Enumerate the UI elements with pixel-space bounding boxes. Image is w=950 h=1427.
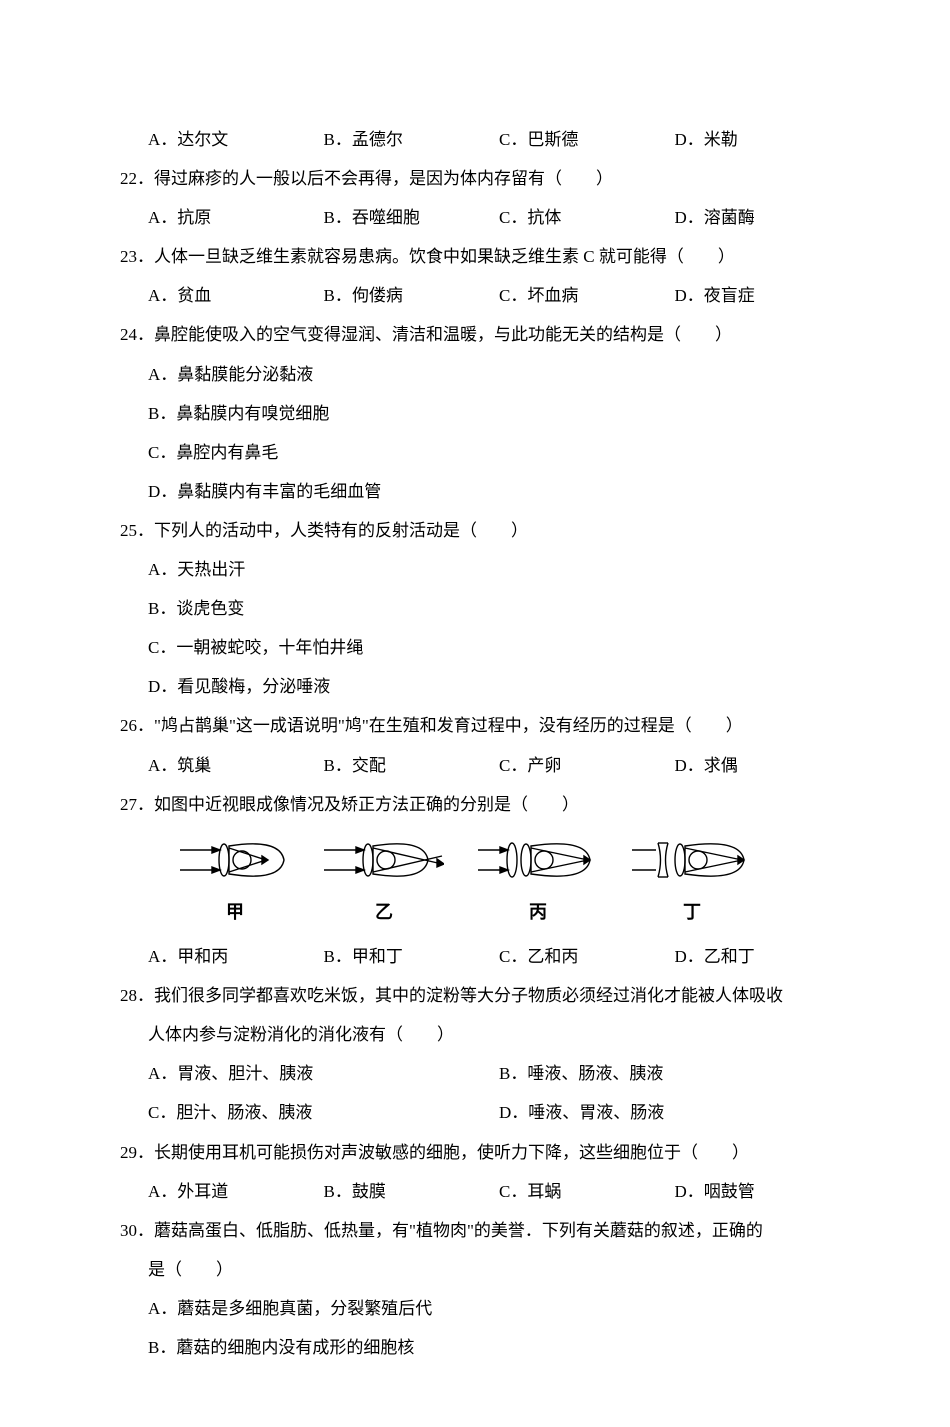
q24-opt-a: A．鼻黏膜能分泌黏液 xyxy=(120,355,850,394)
diagram-ding: 丁 xyxy=(632,834,752,933)
q29-opt-d: D．咽鼓管 xyxy=(675,1172,851,1211)
label-yi: 乙 xyxy=(375,892,393,933)
diagram-bing: 丙 xyxy=(478,834,598,933)
q25-opt-b: B．谈虎色变 xyxy=(120,589,850,628)
q28-stem1: 28．我们很多同学都喜欢吃米饭，其中的淀粉等大分子物质必须经过消化才能被人体吸收 xyxy=(120,976,850,1015)
q25-stem: 25．下列人的活动中，人类特有的反射活动是（ ） xyxy=(120,511,850,550)
q22-options: A．抗原 B．吞噬细胞 C．抗体 D．溶菌酶 xyxy=(120,198,850,237)
label-jia: 甲 xyxy=(226,892,244,933)
q30-stem2: 是（ ） xyxy=(120,1250,850,1289)
q22-opt-d: D．溶菌酶 xyxy=(675,198,851,237)
q23-options: A．贫血 B．佝偻病 C．坏血病 D．夜盲症 xyxy=(120,276,850,315)
q27-opt-b: B．甲和丁 xyxy=(324,937,500,976)
q24-opt-b: B．鼻黏膜内有嗅觉细胞 xyxy=(120,394,850,433)
q26-opt-a: A．筑巢 xyxy=(148,746,324,785)
q28-options-1: A．胃液、胆汁、胰液 B．唾液、肠液、胰液 xyxy=(120,1054,850,1093)
diagram-yi: 乙 xyxy=(324,834,444,933)
q25-opt-d: D．看见酸梅，分泌唾液 xyxy=(120,667,850,706)
q22-stem: 22．得过麻疹的人一般以后不会再得，是因为体内存留有（ ） xyxy=(120,159,850,198)
q29-opt-a: A．外耳道 xyxy=(148,1172,324,1211)
q29-stem: 29．长期使用耳机可能损伤对声波敏感的细胞，使听力下降，这些细胞位于（ ） xyxy=(120,1133,850,1172)
q27-figure: 甲 乙 xyxy=(120,834,850,933)
label-ding: 丁 xyxy=(683,892,701,933)
q28-opt-a: A．胃液、胆汁、胰液 xyxy=(148,1054,499,1093)
label-bing: 丙 xyxy=(529,892,547,933)
q28-opt-c: C．胆汁、肠液、胰液 xyxy=(148,1093,499,1132)
diagram-jia: 甲 xyxy=(180,834,290,933)
q21-opt-a: A．达尔文 xyxy=(148,120,324,159)
q22-opt-b: B．吞噬细胞 xyxy=(324,198,500,237)
q27-opt-d: D．乙和丁 xyxy=(675,937,851,976)
q28-stem2: 人体内参与淀粉消化的消化液有（ ） xyxy=(120,1015,850,1054)
q28-opt-d: D．唾液、胃液、肠液 xyxy=(499,1093,850,1132)
q23-opt-a: A．贫血 xyxy=(148,276,324,315)
q22-opt-a: A．抗原 xyxy=(148,198,324,237)
q23-stem: 23．人体一旦缺乏维生素就容易患病。饮食中如果缺乏维生素 C 就可能得（ ） xyxy=(120,237,850,276)
q24-stem: 24．鼻腔能使吸入的空气变得湿润、清洁和温暖，与此功能无关的结构是（ ） xyxy=(120,315,850,354)
q25-opt-c: C．一朝被蛇咬，十年怕井绳 xyxy=(120,628,850,667)
q25-opt-a: A．天热出汗 xyxy=(120,550,850,589)
q30-opt-b: B．蘑菇的细胞内没有成形的细胞核 xyxy=(120,1328,850,1367)
q27-opt-a: A．甲和丙 xyxy=(148,937,324,976)
q24-opt-c: C．鼻腔内有鼻毛 xyxy=(120,433,850,472)
q23-opt-c: C．坏血病 xyxy=(499,276,675,315)
q26-opt-c: C．产卵 xyxy=(499,746,675,785)
q28-options-2: C．胆汁、肠液、胰液 D．唾液、胃液、肠液 xyxy=(120,1093,850,1132)
q21-opt-d: D．米勒 xyxy=(675,120,851,159)
q27-opt-c: C．乙和丙 xyxy=(499,937,675,976)
q26-stem: 26．"鸠占鹊巢"这一成语说明"鸠"在生殖和发育过程中，没有经历的过程是（ ） xyxy=(120,706,850,745)
q26-opt-d: D．求偶 xyxy=(675,746,851,785)
q29-opt-c: C．耳蜗 xyxy=(499,1172,675,1211)
q22-opt-c: C．抗体 xyxy=(499,198,675,237)
q27-stem: 27．如图中近视眼成像情况及矫正方法正确的分别是（ ） xyxy=(120,785,850,824)
q29-options: A．外耳道 B．鼓膜 C．耳蜗 D．咽鼓管 xyxy=(120,1172,850,1211)
q24-opt-d: D．鼻黏膜内有丰富的毛细血管 xyxy=(120,472,850,511)
q29-opt-b: B．鼓膜 xyxy=(324,1172,500,1211)
q21-opt-c: C．巴斯德 xyxy=(499,120,675,159)
q21-options: A．达尔文 B．孟德尔 C．巴斯德 D．米勒 xyxy=(120,120,850,159)
q21-opt-b: B．孟德尔 xyxy=(324,120,500,159)
q27-options: A．甲和丙 B．甲和丁 C．乙和丙 D．乙和丁 xyxy=(120,937,850,976)
q23-opt-b: B．佝偻病 xyxy=(324,276,500,315)
q23-opt-d: D．夜盲症 xyxy=(675,276,851,315)
q28-opt-b: B．唾液、肠液、胰液 xyxy=(499,1054,850,1093)
q26-opt-b: B．交配 xyxy=(324,746,500,785)
q26-options: A．筑巢 B．交配 C．产卵 D．求偶 xyxy=(120,746,850,785)
q30-opt-a: A．蘑菇是多细胞真菌，分裂繁殖后代 xyxy=(120,1289,850,1328)
q30-stem1: 30．蘑菇高蛋白、低脂肪、低热量，有"植物肉"的美誉．下列有关蘑菇的叙述，正确的 xyxy=(120,1211,850,1250)
